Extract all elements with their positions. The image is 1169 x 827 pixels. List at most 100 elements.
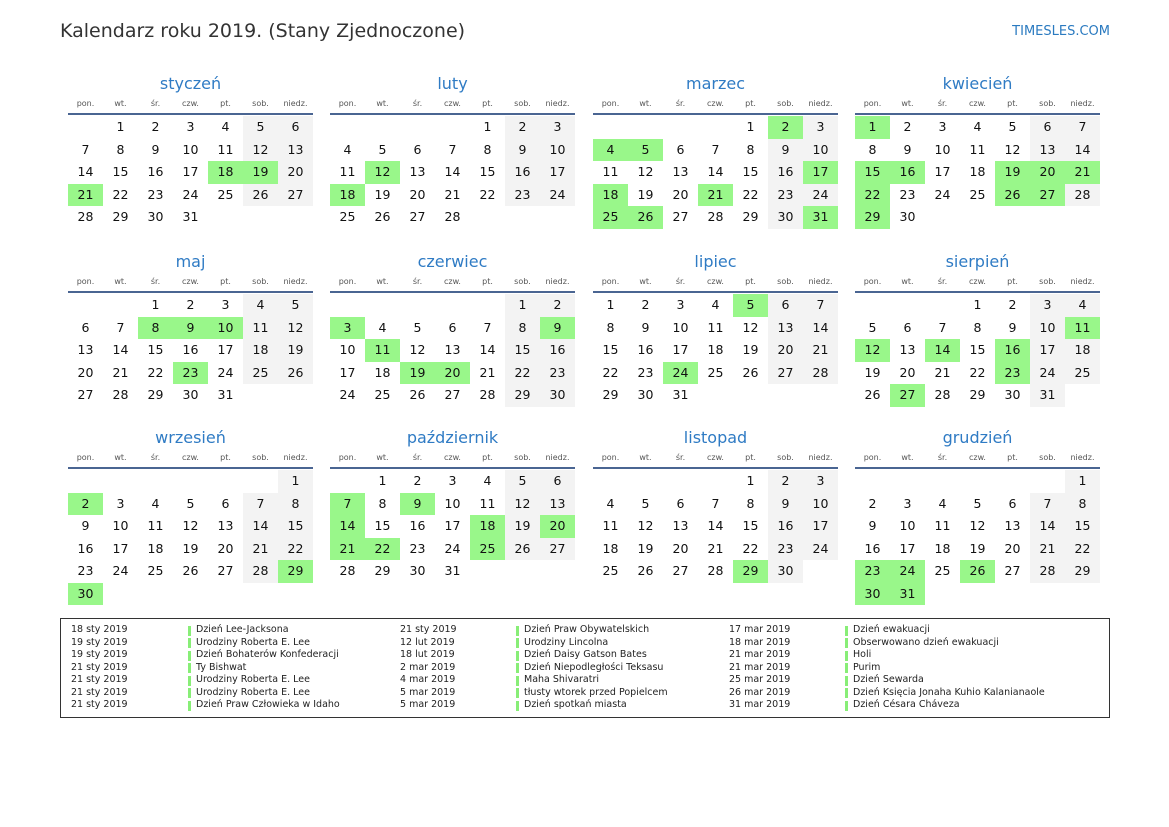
day-cell: 12 [1004, 141, 1021, 157]
day-cell: 4 [243, 294, 278, 317]
weekday-label: pt. [1007, 453, 1018, 462]
day-cell: 26 [637, 563, 654, 578]
holiday-day: 5 [628, 138, 663, 161]
day-cell: 3 [803, 116, 838, 139]
weekday-label: śr. [412, 277, 423, 286]
day-cell: 28 [339, 563, 356, 578]
day-cell: 17 [112, 540, 129, 556]
day-cell: 23 [899, 186, 916, 202]
weekday-label: niedz. [545, 277, 570, 286]
brand-link[interactable]: TIMESLES.COM [1012, 24, 1110, 39]
day-cell: 11 [969, 141, 986, 157]
day-cell: 26 [864, 387, 881, 402]
day-cell: 18 [707, 342, 724, 357]
day-cell: 18 [147, 540, 164, 556]
holiday-marker [516, 638, 519, 648]
day-cell: 24 [540, 183, 575, 206]
day-cell: 28 [707, 209, 724, 224]
day-cell: 15 [505, 339, 540, 362]
weekday-label: pon. [338, 99, 357, 108]
day-cell: 18 [602, 540, 619, 556]
empty-cell [960, 470, 995, 493]
month-title: wrzesień [155, 428, 226, 447]
empty-cell [330, 116, 365, 139]
month-3: marzec pon. wt. śr. czw. pt. sob. niedz. 1 2 3 4 5 6 7… [593, 73, 838, 229]
empty-cell [400, 294, 435, 317]
empty-cell [330, 294, 365, 317]
holiday-date: 25 mar 2019 [729, 674, 791, 685]
holiday-name: Urodziny Roberta E. Lee [196, 674, 310, 685]
day-cell: 25 [374, 387, 391, 402]
day-cell: 15 [742, 518, 759, 533]
month-7: lipiec pon. wt. śr. czw. pt. sob. niedz. 1 2 3 4 5 6 7… [593, 251, 838, 407]
day-cell: 9 [868, 518, 877, 533]
day-cell: 13 [217, 518, 234, 533]
empty-cell [890, 470, 925, 493]
weekday-label: pt. [220, 277, 231, 286]
holiday-day: 30 [855, 582, 890, 605]
day-cell: 16 [637, 342, 654, 357]
weekday-label: niedz. [808, 99, 833, 108]
weekday-label: czw. [969, 453, 986, 462]
weekday-label: pt. [220, 99, 231, 108]
weekday-label: sob. [514, 453, 531, 462]
day-cell: 28 [243, 560, 278, 583]
day-cell: 9 [641, 319, 650, 335]
empty-cell [890, 294, 925, 317]
day-cell: 11 [243, 316, 278, 339]
weekday-label: pon. [863, 453, 882, 462]
day-cell: 12 [278, 316, 313, 339]
holiday-day: 20 [435, 361, 470, 384]
weekday-label: pon. [76, 277, 95, 286]
day-cell: 19 [637, 540, 654, 556]
weekday-header: pon. wt. śr. czw. pt. sob. niedz. [330, 99, 575, 115]
weekday-label: niedz. [808, 453, 833, 462]
day-cell: 24 [112, 563, 129, 578]
day-cell: 14 [1030, 515, 1065, 538]
day-cell: 24 [444, 540, 461, 556]
day-cell: 30 [1004, 387, 1021, 402]
day-cell: 20 [77, 364, 94, 380]
day-cell: 29 [742, 209, 759, 224]
day-cell: 17 [217, 342, 234, 357]
day-cell: 6 [768, 294, 803, 317]
day-cell: 30 [182, 387, 199, 402]
holiday-day: 18 [330, 183, 365, 206]
day-cell: 11 [339, 164, 356, 179]
day-cell: 6 [903, 319, 912, 335]
weekday-header: pon. wt. śr. czw. pt. sob. niedz. [593, 277, 838, 293]
holiday-marker [845, 675, 848, 686]
day-cell: 13 [899, 342, 916, 357]
day-cell: 17 [540, 161, 575, 184]
day-cell: 6 [448, 319, 457, 335]
day-cell: 25 [934, 563, 951, 578]
day-cell: 23 [505, 183, 540, 206]
month-title: marzec [685, 74, 745, 93]
day-cell: 10 [339, 342, 356, 357]
day-cell: 20 [278, 161, 313, 184]
day-cell: 22 [505, 361, 540, 384]
holiday-day: 9 [173, 316, 208, 339]
day-cell: 14 [77, 164, 94, 179]
empty-cell [330, 470, 365, 493]
holiday-date: 21 sty 2019 [71, 686, 128, 698]
day-cell: 7 [243, 492, 278, 515]
month-title: maj [175, 252, 206, 271]
day-cell: 7 [938, 319, 947, 335]
holiday-name: Maha Shivaratri [524, 674, 600, 685]
day-cell: 17 [672, 342, 689, 357]
empty-cell [470, 294, 505, 317]
day-cell: 2 [151, 119, 160, 134]
day-cell: 22 [479, 186, 496, 202]
day-grid: 1 2 3 4 5 6 7 8 9 10 11 12 13 14 15 16 17 18 19 20 21 22 23 24 2… [855, 116, 1100, 229]
day-cell: 15 [479, 164, 496, 179]
month-title: październik [406, 428, 499, 447]
holiday-date: 18 mar 2019 [729, 636, 791, 648]
holiday-marker [845, 650, 848, 661]
holiday-day: 27 [890, 384, 925, 407]
day-cell: 8 [1065, 492, 1100, 515]
empty-cell [855, 470, 890, 493]
weekday-label: pon. [338, 277, 357, 286]
holiday-name: Obserwowano dzień ewakuacji [853, 636, 999, 648]
weekday-label: niedz. [283, 453, 308, 462]
